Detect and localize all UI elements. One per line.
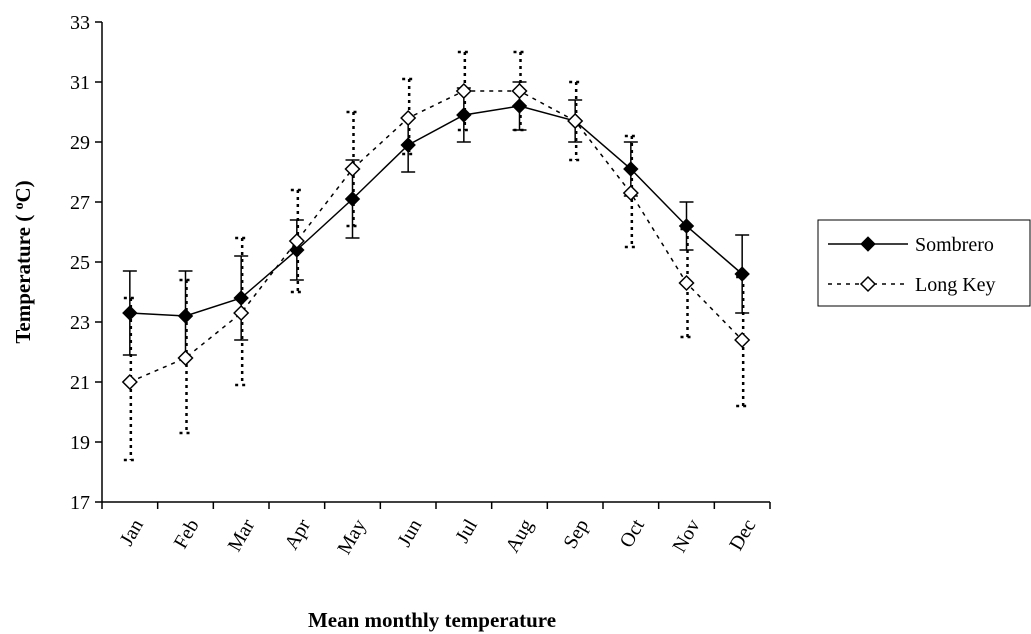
y-tick-label: 31 — [70, 72, 90, 94]
x-tick-label-jul: Jul — [451, 515, 482, 547]
x-tick-label-mar: Mar — [224, 515, 260, 555]
y-tick-label: 19 — [70, 432, 90, 454]
marker-sombrero-aug — [511, 98, 528, 114]
y-tick-label: 21 — [70, 372, 90, 394]
marker-sombrero-apr — [289, 242, 305, 258]
legend-label-sombrero: Sombrero — [915, 234, 994, 256]
y-tick-label: 33 — [70, 12, 90, 34]
marker-long-key-mar — [233, 304, 250, 322]
x-tick-label-dec: Dec — [725, 515, 760, 554]
markers — [121, 82, 751, 391]
marker-sombrero-oct — [623, 161, 639, 177]
marker-long-key-jun — [400, 109, 417, 127]
marker-long-key-oct — [622, 184, 639, 202]
marker-long-key-nov — [678, 274, 695, 292]
x-tick-label-sep: Sep — [559, 516, 593, 553]
y-tick-label: 17 — [70, 492, 90, 514]
y-tick-label: 23 — [70, 312, 90, 334]
marker-sombrero-feb — [177, 308, 194, 324]
legend-box — [817, 219, 1031, 307]
marker-sombrero-jan — [122, 305, 138, 321]
legend-label-long-key: Long Key — [915, 274, 996, 296]
series-lines — [129, 90, 743, 383]
marker-long-key-may — [344, 160, 361, 178]
x-tick-label-may: May — [333, 516, 370, 559]
legend-marker-sombrero — [860, 236, 876, 252]
marker-sombrero-may — [344, 191, 361, 207]
error-bars — [122, 50, 751, 462]
y-axis-title: Temperature ( oC) — [11, 180, 35, 343]
y-ticks: 17 19 21 23 25 27 29 31 33 — [70, 12, 102, 514]
marker-long-key-dec — [734, 331, 751, 349]
marker-long-key-apr — [288, 232, 305, 250]
x-tick-label-aug: Aug — [501, 516, 537, 557]
marker-sombrero-dec — [734, 266, 750, 282]
marker-long-key-sep — [567, 112, 584, 130]
series-line-sombrero — [129, 105, 743, 317]
x-tick-label-jan: Jan — [116, 516, 148, 550]
x-tick-label-nov: Nov — [668, 516, 704, 557]
x-tick-label-oct: Oct — [616, 515, 650, 551]
y-tick-label: 25 — [70, 252, 90, 274]
y-tick-label: 27 — [70, 192, 90, 214]
series-line-long-key — [129, 90, 743, 383]
legend: Sombrero Long Key — [817, 219, 1031, 307]
marker-long-key-feb — [177, 349, 194, 367]
x-tick-label-apr: Apr — [280, 515, 315, 553]
marker-sombrero-nov — [678, 218, 695, 234]
x-axis-title: Mean monthly temperature — [308, 608, 556, 632]
legend-marker-long-key — [859, 275, 877, 293]
marker-long-key-aug — [511, 82, 528, 100]
marker-sombrero-jun — [400, 137, 416, 153]
marker-sombrero-jul — [456, 107, 472, 123]
x-ticks: Jan Feb Mar Apr May Jun Jul Aug Sep Oct Nov Dec — [101, 502, 771, 559]
marker-long-key-jul — [455, 82, 472, 100]
x-tick-label-jun: Jun — [393, 516, 426, 551]
y-tick-label: 29 — [70, 132, 90, 154]
x-tick-label-feb: Feb — [170, 516, 204, 553]
marker-long-key-jan — [121, 373, 138, 391]
